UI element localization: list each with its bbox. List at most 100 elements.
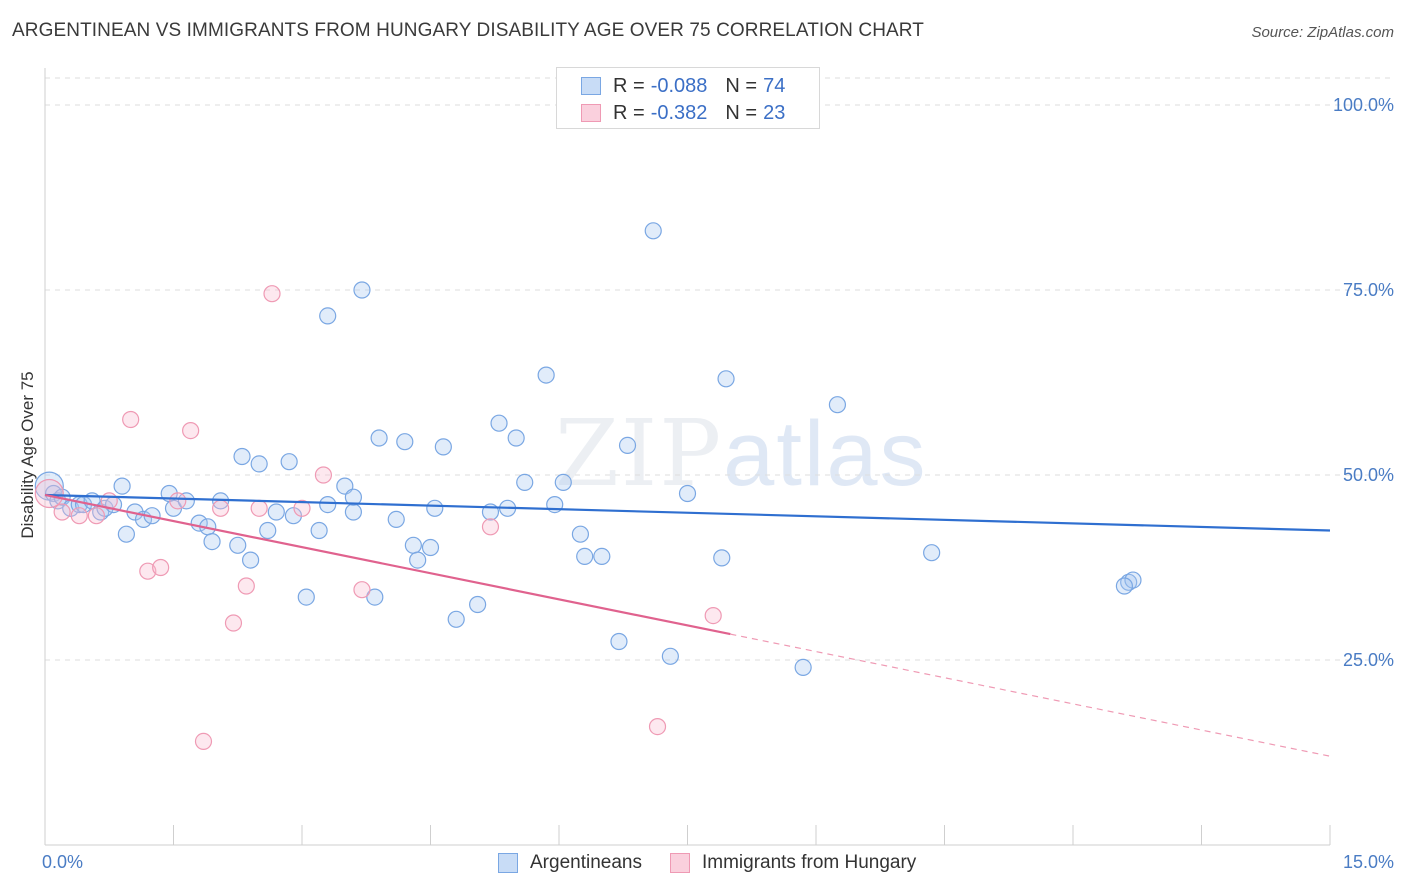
point-argentineans bbox=[396, 433, 414, 451]
y-axis-label: Disability Age Over 75 bbox=[18, 371, 37, 539]
point-argentineans bbox=[571, 525, 590, 543]
stats-row-immigrants-from-hungary: R = -0.382 N = 23 bbox=[581, 101, 785, 125]
point-argentineans bbox=[516, 473, 534, 491]
point-immigrants-from-hungary bbox=[122, 410, 140, 429]
point-immigrants-from-hungary bbox=[212, 499, 230, 517]
r-value: -0.088 bbox=[650, 74, 708, 97]
watermark-part2: atlas bbox=[723, 403, 928, 505]
x-tick-label: 15.0% bbox=[1342, 852, 1394, 872]
legend-label: Argentineans bbox=[530, 852, 642, 873]
point-argentineans bbox=[113, 477, 131, 495]
n-value: 23 bbox=[763, 101, 786, 124]
point-argentineans bbox=[507, 429, 525, 447]
point-argentineans bbox=[717, 370, 735, 388]
point-argentineans bbox=[297, 588, 315, 606]
point-immigrants-from-hungary bbox=[87, 507, 106, 525]
point-argentineans bbox=[387, 510, 405, 529]
point-argentineans bbox=[319, 496, 337, 514]
point-immigrants-from-hungary bbox=[250, 499, 268, 517]
point-immigrants-from-hungary bbox=[152, 558, 170, 577]
point-argentineans bbox=[713, 549, 731, 567]
point-immigrants-from-hungary bbox=[70, 507, 88, 525]
point-immigrants-from-hungary bbox=[648, 717, 667, 736]
point-immigrants-from-hungary bbox=[53, 503, 71, 521]
r-label: R = bbox=[613, 101, 645, 124]
swatch-immigrants-from-hungary bbox=[581, 104, 601, 122]
trend-line-immigrants-from-hungary bbox=[44, 493, 731, 636]
chart-title: ARGENTINEAN VS IMMIGRANTS FROM HUNGARY D… bbox=[12, 20, 924, 41]
point-argentineans bbox=[370, 429, 388, 447]
point-immigrants-from-hungary bbox=[237, 577, 255, 595]
point-argentineans bbox=[1115, 577, 1134, 595]
source-label: Source: ZipAtlas.com bbox=[1251, 24, 1394, 41]
axes bbox=[44, 68, 1331, 846]
series-argentineans bbox=[34, 222, 1142, 677]
point-argentineans bbox=[610, 632, 628, 651]
point-immigrants-from-hungary bbox=[314, 466, 333, 484]
point-immigrants-from-hungary bbox=[194, 732, 213, 751]
point-argentineans bbox=[203, 532, 221, 551]
swatch-immigrants-from-hungary bbox=[669, 853, 690, 873]
point-immigrants-from-hungary bbox=[169, 492, 187, 510]
y-tick-label: 25.0% bbox=[1342, 650, 1394, 670]
point-argentineans bbox=[250, 455, 268, 473]
series-legend: Argentineans Immigrants from Hungary bbox=[498, 852, 944, 874]
point-argentineans bbox=[409, 551, 427, 569]
swatch-argentineans bbox=[498, 853, 518, 873]
point-argentineans bbox=[1124, 571, 1142, 589]
point-immigrants-from-hungary bbox=[293, 499, 311, 517]
n-label: N = bbox=[725, 101, 758, 124]
point-argentineans bbox=[537, 366, 555, 384]
point-argentineans bbox=[280, 453, 298, 471]
point-argentineans bbox=[353, 281, 371, 299]
point-argentineans bbox=[267, 503, 285, 521]
grid-lines bbox=[45, 77, 1392, 661]
point-argentineans bbox=[404, 536, 422, 554]
point-immigrants-from-hungary bbox=[34, 478, 64, 509]
stats-row-argentineans: R = -0.088 N = 74 bbox=[581, 74, 785, 98]
point-immigrants-from-hungary bbox=[139, 562, 157, 580]
point-argentineans bbox=[426, 499, 444, 517]
point-argentineans bbox=[366, 588, 384, 606]
point-argentineans bbox=[923, 544, 941, 562]
r-label: R = bbox=[613, 74, 645, 97]
point-argentineans bbox=[242, 551, 260, 569]
point-immigrants-from-hungary bbox=[353, 581, 371, 599]
n-label: N = bbox=[725, 74, 758, 97]
point-immigrants-from-hungary bbox=[481, 518, 500, 536]
point-immigrants-from-hungary bbox=[263, 285, 281, 303]
point-argentineans bbox=[593, 547, 611, 566]
point-argentineans bbox=[794, 658, 812, 677]
point-argentineans bbox=[576, 547, 594, 566]
point-argentineans bbox=[117, 525, 135, 543]
point-argentineans bbox=[828, 396, 847, 414]
n-value: 74 bbox=[763, 74, 786, 97]
legend-label: Immigrants from Hungary bbox=[701, 852, 917, 873]
y-tick-label: 100.0% bbox=[1332, 95, 1394, 115]
point-argentineans bbox=[259, 521, 277, 540]
y-tick-label: 75.0% bbox=[1342, 280, 1394, 300]
point-argentineans bbox=[319, 307, 337, 325]
legend-item-argentineans: Argentineans bbox=[498, 852, 642, 874]
trend-line-argentineans bbox=[44, 493, 1331, 532]
y-tick-label: 50.0% bbox=[1342, 465, 1394, 485]
trend-lines bbox=[44, 493, 1331, 757]
point-immigrants-from-hungary bbox=[224, 614, 243, 632]
point-argentineans bbox=[678, 484, 697, 503]
point-argentineans bbox=[434, 438, 452, 456]
watermark: ZIPatlas bbox=[555, 400, 928, 507]
point-argentineans bbox=[554, 473, 572, 491]
point-argentineans bbox=[233, 447, 251, 466]
point-immigrants-from-hungary bbox=[182, 422, 200, 440]
point-argentineans bbox=[344, 488, 362, 506]
point-argentineans bbox=[421, 538, 440, 557]
series-immigrants-from-hungary bbox=[34, 285, 722, 751]
point-argentineans bbox=[469, 595, 487, 614]
trend-extension-immigrants-from-hungary bbox=[730, 633, 1331, 757]
point-argentineans bbox=[310, 521, 328, 540]
r-value: -0.382 bbox=[650, 101, 708, 124]
stats-legend: R = -0.088 N = 74 R = -0.382 N = 23 bbox=[556, 67, 820, 129]
point-immigrants-from-hungary bbox=[704, 606, 722, 625]
point-argentineans bbox=[661, 647, 679, 665]
